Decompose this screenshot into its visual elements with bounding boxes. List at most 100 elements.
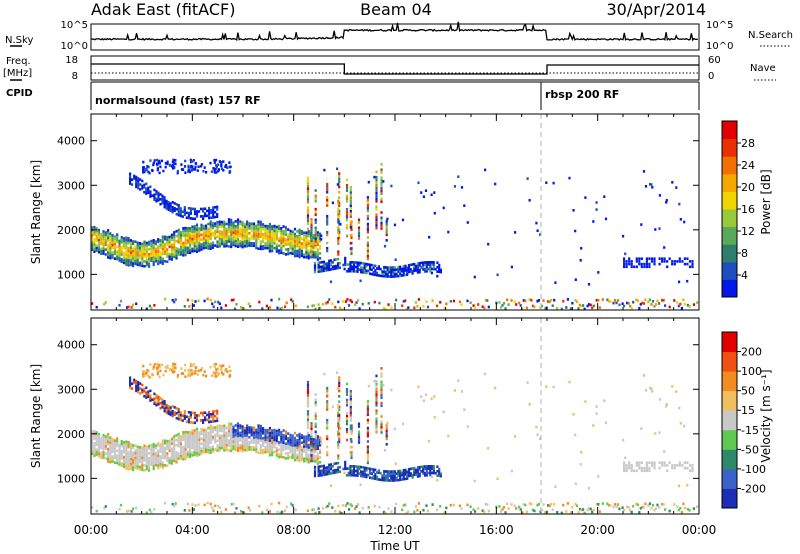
echo-cell [688, 265, 692, 269]
echo-cell [370, 263, 373, 267]
echo-cell [97, 250, 100, 254]
echo-cell [248, 224, 251, 228]
echo-cell [182, 433, 185, 437]
echo-cell [691, 466, 694, 470]
echo-cell [309, 241, 313, 244]
echo-cell [213, 362, 216, 366]
echo-cell [282, 244, 285, 248]
echo-cell [366, 450, 369, 454]
echo-cell [125, 241, 128, 244]
echo-cell [116, 235, 119, 239]
echo-cell [190, 372, 194, 376]
echo-cell [159, 460, 162, 463]
echo-cell [197, 369, 200, 372]
echo-cell [296, 446, 299, 449]
echo-cell [118, 247, 121, 250]
echo-cell [202, 232, 205, 235]
echo-cell [211, 425, 214, 429]
echo-cell [361, 506, 364, 510]
echo-cell [214, 441, 217, 444]
echo-cell [141, 466, 144, 469]
echo-cell [200, 226, 203, 229]
echo-cell [337, 468, 340, 472]
echo-cell [273, 450, 276, 454]
echo-cell [393, 266, 396, 269]
echo-cell [246, 222, 249, 226]
echo-cell [337, 215, 340, 219]
echo-cell [157, 247, 160, 251]
echo-cell [186, 440, 189, 444]
echo-cell [385, 239, 388, 242]
echo-cell [374, 473, 377, 476]
echo-cell [167, 201, 170, 204]
echo-cell [232, 238, 235, 242]
echo-cell [209, 230, 212, 233]
echo-cell [380, 415, 383, 418]
y-tick-label: 3000 [57, 383, 85, 396]
echo-cell [432, 465, 435, 468]
freq-trace [91, 63, 699, 75]
echo-cell [179, 454, 183, 458]
echo-cell [202, 214, 205, 218]
echo-cell [289, 234, 292, 238]
echo-cell [239, 439, 242, 442]
echo-cell [578, 303, 582, 307]
echo-cell [259, 444, 262, 447]
echo-cell [243, 511, 246, 514]
echo-cell [338, 177, 341, 181]
echo-cell [206, 418, 209, 422]
echo-cell [227, 223, 230, 226]
echo-cell [184, 455, 187, 458]
echo-cell [164, 464, 167, 467]
echo-cell [202, 414, 205, 417]
echo-cell [107, 248, 110, 252]
echo-cell [296, 453, 299, 457]
echo-cell [243, 307, 246, 310]
echo-cell [173, 253, 176, 256]
echo-cell [175, 239, 178, 243]
echo-cell [129, 383, 132, 387]
echo-cell [317, 265, 320, 269]
echo-cell [213, 365, 216, 368]
echo-cell [326, 408, 329, 411]
echo-cell [268, 434, 271, 437]
echo-cell [147, 395, 150, 398]
echo-cell [202, 438, 205, 442]
echo-cell [153, 188, 156, 192]
echo-cell [163, 402, 166, 405]
echo-cell [202, 445, 205, 449]
echo-cell [170, 440, 173, 443]
echo-cell [306, 418, 310, 421]
echo-cell [305, 459, 308, 463]
echo-cell [150, 453, 153, 457]
echo-cell [191, 217, 194, 220]
echo-cell [393, 472, 396, 475]
echo-cell [175, 453, 178, 457]
echo-cell [209, 431, 212, 435]
colorbar-tick-label: 50 [741, 385, 755, 398]
echo-cell [168, 456, 171, 460]
echo-cell [418, 268, 421, 272]
echo-cell [209, 441, 212, 445]
echo-cell [159, 202, 162, 206]
echo-cell [227, 237, 230, 241]
echo-cell [153, 193, 156, 197]
echo-cell [165, 202, 168, 205]
echo-cell [632, 300, 635, 304]
echo-cell [680, 510, 683, 514]
echo-cell [413, 471, 416, 474]
echo-cell [149, 159, 152, 162]
echo-cell [439, 270, 442, 274]
echo-cell [375, 194, 378, 198]
echo-cell [216, 434, 219, 438]
echo-cell [209, 426, 212, 430]
echo-cell [361, 268, 364, 272]
echo-cell [306, 206, 310, 209]
echo-cell [436, 478, 439, 482]
echo-cell [349, 427, 352, 430]
echo-cell [148, 464, 151, 467]
echo-cell [375, 382, 378, 386]
echo-cell [287, 233, 290, 236]
echo-cell [207, 227, 210, 231]
echo-cell [161, 454, 164, 457]
